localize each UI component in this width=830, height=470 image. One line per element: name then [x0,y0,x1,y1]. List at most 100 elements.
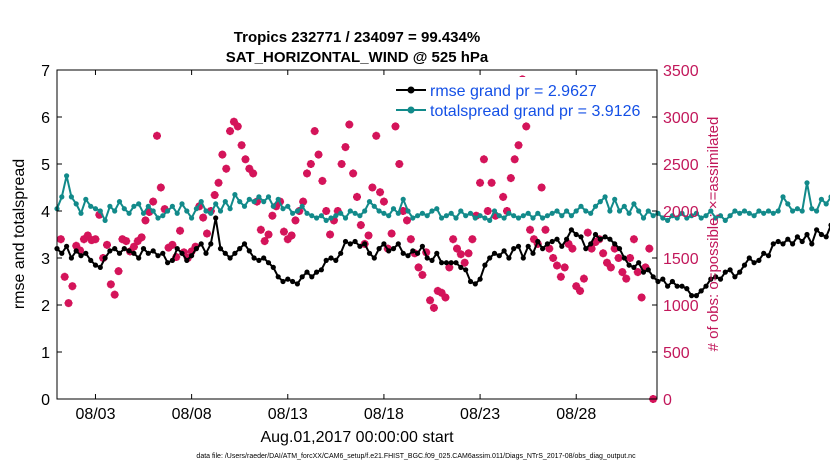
obs-count-circle [122,237,131,245]
rmse-point [501,248,507,254]
obs-count-star [253,197,261,206]
obs-count-point [256,225,265,234]
obs-count-star [349,169,358,178]
y-right-tick-label: 1500 [663,251,699,268]
obs-count-circle [326,230,334,239]
obs-count-circle [464,249,473,258]
obs-count-star [603,258,611,267]
y-right-tick-label: 3000 [663,110,699,127]
obs-count-point [391,122,400,131]
obs-count-star [303,169,311,178]
totalspread-point [616,208,623,214]
obs-count-circle [387,229,396,238]
rmse-point [338,250,344,256]
totalspread-point [693,210,700,216]
rmse-point [309,274,315,280]
obs-count-star [133,237,142,246]
totalspread-point [669,213,676,219]
obs-count-circle [510,155,519,164]
rmse-point [703,283,709,289]
rmse-point [241,241,248,247]
obs-count-point [483,207,492,215]
totalspread-point [371,203,377,209]
rmse-point [636,260,642,266]
obs-count-star [145,207,154,216]
rmse-point [631,264,637,270]
rmse-point [136,255,142,261]
rmse-point [102,255,108,261]
rmse-point [64,243,70,249]
rmse-point [477,276,483,282]
totalspread-point [588,210,594,216]
obs-count-circle [460,258,469,267]
obs-count-point [287,231,296,240]
totalspread-point [222,199,228,205]
rmse-point [525,243,531,249]
obs-count-star [464,249,473,258]
obs-count-star [545,244,554,253]
obs-count-star [468,235,477,244]
totalspread-point [400,196,406,202]
totalspread-point [780,194,786,200]
rmse-point [126,248,132,254]
y-right-tick-label: 2500 [663,157,699,174]
obs-count-circle [322,207,331,215]
obs-count-star [572,282,581,291]
obs-count-point [556,272,565,281]
obs-count-point [314,150,323,159]
rmse-point [717,276,724,282]
rmse-point [746,255,752,261]
totalspread-point [280,206,286,212]
obs-count-circle [310,127,319,135]
obs-count-star [629,235,638,244]
obs-count-point [376,188,385,197]
rmse-point [549,238,555,245]
totalspread-point [155,215,161,221]
obs-count-point [64,299,73,308]
obs-count-star [437,288,446,297]
rmse-point [602,234,608,240]
rmse-point [741,262,748,268]
obs-count-circle [260,237,269,245]
totalspread-point [573,208,579,214]
rmse-point [189,253,195,259]
rmse-point [131,250,137,256]
obs-count-point [499,192,508,201]
obs-count-point [326,230,335,239]
obs-count-circle [303,169,311,178]
rmse-point [727,267,733,273]
legend-rmse-marker [407,86,415,94]
obs-count-star [268,211,277,220]
obs-count-circle [68,282,77,291]
obs-count-circle [168,241,177,249]
obs-count-circle [483,207,492,215]
rmse-point [59,250,65,256]
obs-count-point [279,227,288,236]
obs-count-circle [537,183,546,192]
totalspread-point [342,215,349,221]
obs-count-circle [572,282,581,291]
rmse-series [54,215,830,299]
totalspread-point [328,215,334,221]
rmse-point [419,243,425,249]
obs-count-point [60,272,69,281]
obs-count-star [610,244,619,253]
rmse-point [217,246,224,252]
obs-count-star [514,141,523,150]
obs-count-point [441,293,450,302]
rmse-point [410,248,416,254]
obs-count-star [645,244,654,253]
totalspread-point [424,213,430,219]
totalspread-point [583,208,589,214]
obs-count-star [549,254,558,262]
totalspread-point [64,173,70,179]
y-axis-left-label: rmse and totalspread [11,159,28,309]
rmse-point [722,269,728,275]
totalspread-point [496,213,502,219]
totalspread-point [506,210,512,216]
rmse-point [318,267,324,273]
totalspread-point [689,213,695,219]
obs-count-circle [210,191,219,199]
totalspread-point [626,210,632,216]
totalspread-point [809,206,815,212]
